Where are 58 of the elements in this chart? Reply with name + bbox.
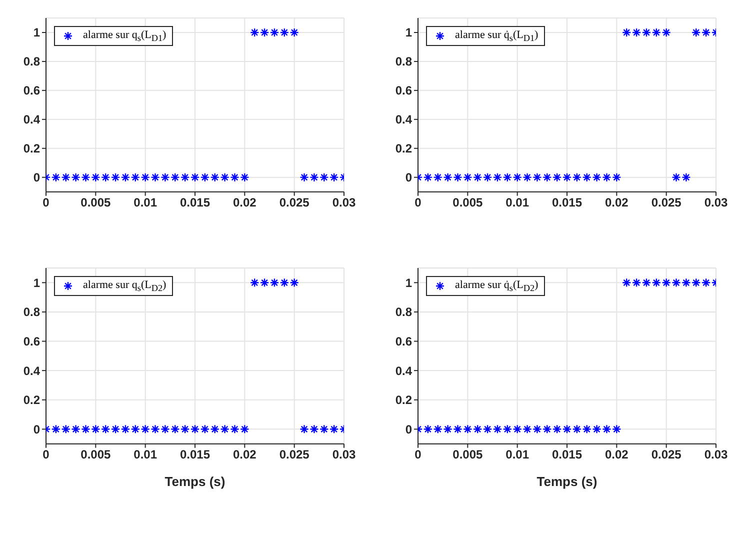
x-tick-label: 0.015 bbox=[180, 447, 210, 462]
y-tick-label: 0.4 bbox=[395, 112, 412, 127]
x-tick-label: 0.01 bbox=[134, 447, 158, 462]
x-tick-label: 0.02 bbox=[232, 447, 257, 462]
x-axis-title: Temps (s) bbox=[164, 474, 226, 489]
legend-label: alarme sur q$_{s}$(L$_{D1}$) bbox=[83, 29, 166, 44]
y-tick-label: 1 bbox=[33, 26, 40, 40]
x-tick-label: 0.03 bbox=[704, 447, 728, 462]
y-tick-label: 0 bbox=[33, 170, 40, 185]
y-tick-label: 0.2 bbox=[23, 142, 40, 156]
x-tick-label: 0.005 bbox=[80, 447, 112, 462]
x-tick-label: 0.005 bbox=[80, 195, 112, 210]
y-tick-label: 0 bbox=[33, 422, 40, 436]
legend-label: alarme sur q$_{s}$(L$_{D2}$) bbox=[83, 279, 166, 294]
x-tick-label: 0.025 bbox=[279, 447, 310, 462]
x-tick-label: 0 bbox=[42, 195, 50, 210]
x-tick-label: 0.005 bbox=[452, 447, 484, 462]
x-tick-label: 0 bbox=[42, 447, 50, 462]
x-tick-label: 0.025 bbox=[651, 447, 682, 462]
y-tick-label: 1 bbox=[405, 276, 412, 290]
y-tick-label: 0.6 bbox=[395, 334, 412, 349]
legend-label: alarme sur q̇$_{s}$(L$_{D1}$) bbox=[455, 29, 538, 44]
x-tick-label: 0.015 bbox=[552, 447, 582, 462]
y-tick-label: 0.6 bbox=[395, 84, 412, 98]
y-tick-label: 0.8 bbox=[395, 54, 412, 69]
x-tick-label: 0 bbox=[414, 195, 422, 210]
y-tick-label: 0.8 bbox=[23, 54, 40, 69]
x-tick-label: 0 bbox=[414, 447, 422, 462]
y-tick-label: 0.6 bbox=[23, 334, 40, 349]
x-tick-label: 0.005 bbox=[452, 195, 484, 210]
x-tick-label: 0.02 bbox=[232, 195, 257, 210]
y-tick-label: 0 bbox=[405, 170, 412, 185]
x-tick-label: 0.02 bbox=[604, 195, 629, 210]
x-tick-label: 0.015 bbox=[180, 195, 210, 210]
x-tick-label: 0.01 bbox=[506, 195, 530, 210]
x-tick-label: 0.015 bbox=[552, 195, 582, 210]
x-tick-label: 0.025 bbox=[651, 195, 682, 210]
x-axis-title: Temps (s) bbox=[536, 474, 598, 489]
y-tick-label: 0 bbox=[405, 422, 412, 436]
y-tick-label: 0.6 bbox=[23, 84, 40, 98]
y-tick-label: 1 bbox=[405, 26, 412, 40]
legend-label: alarme sur q̇$_{s}$(L$_{D2}$) bbox=[455, 279, 538, 294]
x-tick-label: 0.025 bbox=[279, 195, 310, 210]
y-tick-label: 0.8 bbox=[23, 305, 40, 320]
x-tick-label: 0.02 bbox=[604, 447, 629, 462]
y-tick-label: 0.2 bbox=[395, 142, 412, 156]
y-tick-label: 1 bbox=[33, 276, 40, 290]
y-tick-label: 0.4 bbox=[23, 112, 40, 127]
x-tick-label: 0.03 bbox=[704, 195, 728, 210]
x-tick-label: 0.01 bbox=[506, 447, 530, 462]
x-tick-label: 0.01 bbox=[134, 195, 158, 210]
x-tick-label: 0.03 bbox=[332, 195, 356, 210]
y-tick-label: 0.4 bbox=[23, 364, 40, 378]
y-tick-label: 0.2 bbox=[395, 393, 412, 408]
x-tick-label: 0.03 bbox=[332, 447, 356, 462]
y-tick-label: 0.2 bbox=[23, 393, 40, 408]
y-tick-label: 0.4 bbox=[395, 364, 412, 378]
y-tick-label: 0.8 bbox=[395, 305, 412, 320]
